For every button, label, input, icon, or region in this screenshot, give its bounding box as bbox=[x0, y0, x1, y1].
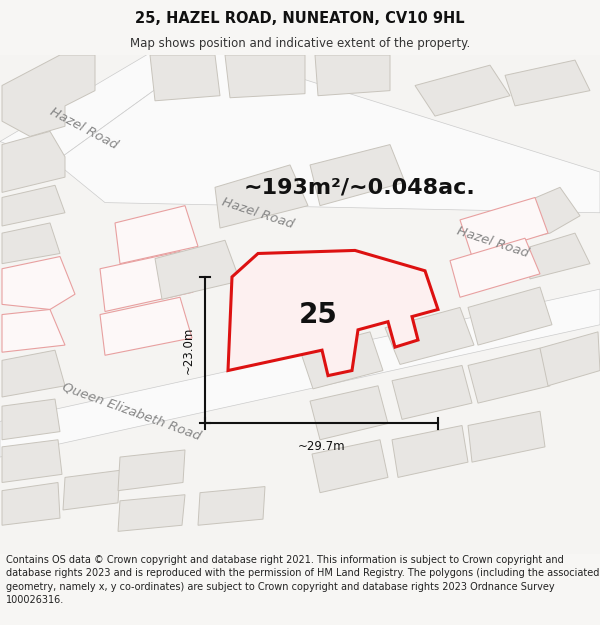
Polygon shape bbox=[55, 50, 600, 212]
Polygon shape bbox=[2, 399, 60, 440]
Text: ~29.7m: ~29.7m bbox=[298, 440, 346, 452]
Polygon shape bbox=[315, 55, 390, 96]
Polygon shape bbox=[450, 238, 540, 298]
Polygon shape bbox=[150, 55, 220, 101]
Text: 25, HAZEL ROAD, NUNEATON, CV10 9HL: 25, HAZEL ROAD, NUNEATON, CV10 9HL bbox=[135, 11, 465, 26]
Text: Contains OS data © Crown copyright and database right 2021. This information is : Contains OS data © Crown copyright and d… bbox=[6, 555, 599, 605]
Polygon shape bbox=[500, 188, 580, 243]
Polygon shape bbox=[2, 309, 65, 352]
Polygon shape bbox=[300, 332, 383, 389]
Polygon shape bbox=[468, 348, 550, 403]
Polygon shape bbox=[505, 60, 590, 106]
Polygon shape bbox=[215, 165, 308, 228]
Text: ~193m²/~0.048ac.: ~193m²/~0.048ac. bbox=[244, 177, 476, 198]
Polygon shape bbox=[155, 240, 240, 299]
Polygon shape bbox=[100, 251, 193, 311]
Polygon shape bbox=[198, 487, 265, 525]
Polygon shape bbox=[468, 411, 545, 462]
Polygon shape bbox=[2, 223, 60, 264]
Polygon shape bbox=[115, 206, 198, 264]
Polygon shape bbox=[312, 440, 388, 493]
Text: Hazel Road: Hazel Road bbox=[48, 105, 121, 152]
Polygon shape bbox=[468, 287, 552, 345]
Polygon shape bbox=[415, 65, 510, 116]
Polygon shape bbox=[310, 144, 405, 206]
Polygon shape bbox=[2, 185, 65, 226]
Polygon shape bbox=[2, 350, 65, 397]
Polygon shape bbox=[0, 289, 600, 457]
Text: 25: 25 bbox=[299, 301, 337, 329]
Polygon shape bbox=[2, 440, 62, 483]
Text: Hazel Road: Hazel Road bbox=[455, 224, 530, 259]
Polygon shape bbox=[540, 332, 600, 386]
Polygon shape bbox=[2, 131, 65, 192]
Text: ~23.0m: ~23.0m bbox=[182, 326, 195, 374]
Polygon shape bbox=[392, 426, 468, 478]
Polygon shape bbox=[63, 470, 120, 510]
Polygon shape bbox=[0, 50, 210, 162]
Polygon shape bbox=[2, 256, 75, 309]
Polygon shape bbox=[2, 55, 95, 136]
Polygon shape bbox=[118, 450, 185, 491]
Polygon shape bbox=[392, 366, 472, 419]
Text: Hazel Road: Hazel Road bbox=[220, 196, 295, 231]
Polygon shape bbox=[460, 198, 548, 256]
Polygon shape bbox=[525, 233, 590, 279]
Polygon shape bbox=[385, 308, 474, 364]
Polygon shape bbox=[118, 495, 185, 531]
Text: Map shows position and indicative extent of the property.: Map shows position and indicative extent… bbox=[130, 38, 470, 51]
Polygon shape bbox=[2, 482, 60, 525]
Polygon shape bbox=[0, 55, 600, 554]
Polygon shape bbox=[228, 251, 438, 376]
Polygon shape bbox=[100, 298, 192, 355]
Polygon shape bbox=[310, 386, 388, 440]
Polygon shape bbox=[225, 55, 305, 98]
Text: Queen Elizabeth Road: Queen Elizabeth Road bbox=[60, 381, 202, 442]
